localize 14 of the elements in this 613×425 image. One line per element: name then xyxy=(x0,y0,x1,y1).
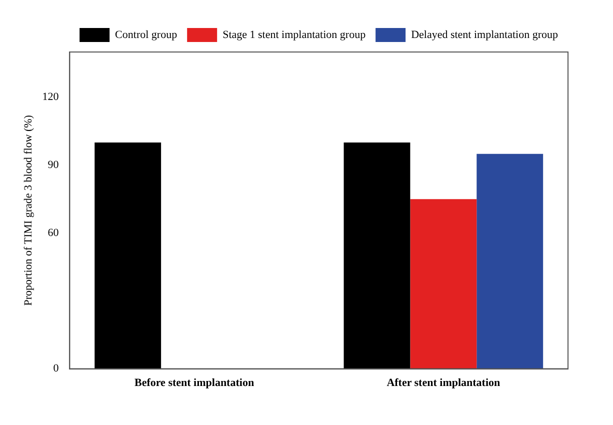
legend-label: Control group xyxy=(115,28,178,41)
legend-label: Delayed stent implantation group xyxy=(411,28,558,41)
bar xyxy=(410,199,477,369)
bar xyxy=(476,154,544,369)
y-tick-label: 120 xyxy=(42,91,60,104)
y-tick-label: 60 xyxy=(48,226,60,239)
y-tick-label: 90 xyxy=(48,159,60,172)
x-tick-label: Before stent implantation xyxy=(134,377,254,390)
x-tick-label: After stent implantation xyxy=(386,377,500,390)
bar xyxy=(344,142,410,369)
y-axis-title: Proportion of TIMI grade 3 blood flow (%) xyxy=(22,114,34,306)
y-tick-label: 0 xyxy=(53,362,60,375)
legend-label: Stage 1 stent implantation group xyxy=(222,28,366,41)
bar xyxy=(94,142,162,369)
